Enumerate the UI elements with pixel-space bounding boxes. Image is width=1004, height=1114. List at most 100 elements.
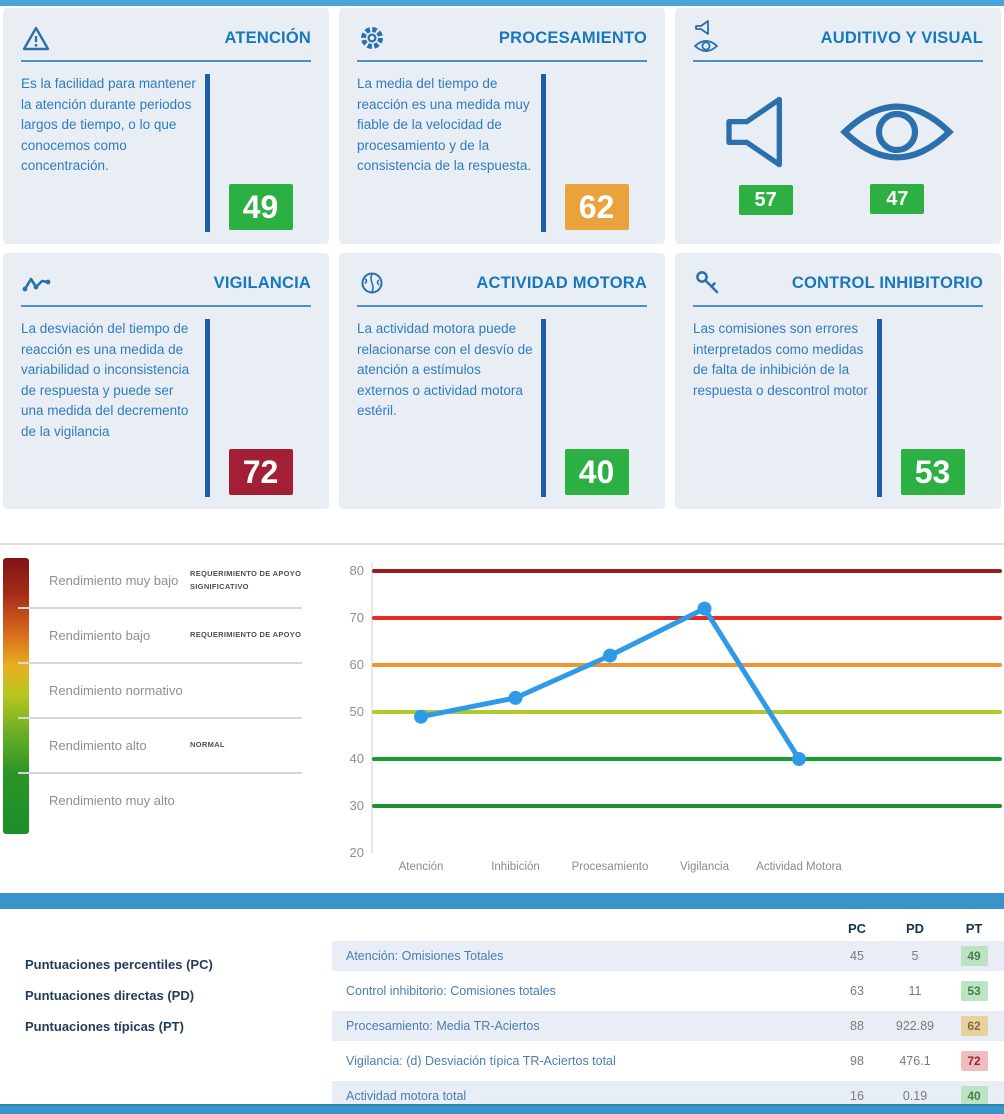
data-point-inhibición: [508, 690, 523, 705]
pt-badge: 49: [960, 946, 988, 966]
table-header-pt: PT: [965, 920, 983, 936]
y-tick-label: 60: [350, 657, 364, 672]
legend-label: Rendimiento bajo: [49, 628, 151, 643]
card-description: La actividad motora puede relacionarse c…: [357, 321, 533, 419]
legend-gradient-bar: [3, 558, 29, 834]
legend-directas: Puntuaciones directas (PD): [25, 988, 195, 1003]
legend-label: Rendimiento normativo: [49, 683, 183, 698]
pc-value: 45: [850, 949, 864, 963]
header-divider: [693, 305, 983, 307]
table-row: Control inhibitorio: Comisiones totales …: [332, 976, 1004, 1006]
table-header-pc: PC: [847, 920, 867, 936]
table-row: Vigilancia: (d) Desviación típica TR-Aci…: [332, 1046, 1004, 1076]
card-title: AUDITIVO Y VISUAL: [820, 28, 983, 47]
data-point-procesamiento: [603, 648, 617, 663]
pd-value: 476.1: [899, 1054, 931, 1068]
card-title: ATENCIÓN: [224, 28, 311, 47]
row-label: Control inhibitorio: Comisiones totales: [346, 984, 556, 998]
speaker-icon: [720, 95, 812, 169]
eye-icon: [838, 96, 956, 168]
y-tick-label: 20: [350, 845, 364, 860]
pc-value: 63: [850, 984, 864, 998]
y-tick-label: 80: [350, 563, 364, 578]
score-divider-bar: [877, 319, 882, 497]
score-divider-bar: [541, 319, 546, 497]
legend-row: Rendimiento muy bajo REQUERIMIENTO DE AP…: [18, 554, 302, 609]
card-description: Las comisiones son errores interpretados…: [693, 321, 868, 398]
legend-tipicas: Puntuaciones típicas (PT): [25, 1019, 184, 1034]
auditory-score-badge: 57: [738, 185, 793, 215]
score-divider-bar: [205, 74, 210, 232]
header-divider: [21, 305, 311, 307]
performance-line-chart: 20 30 40 50 60 70 80 Atención Inhibición Procesam…: [350, 563, 1002, 873]
section-bar: [0, 893, 1004, 909]
metric-cards-grid: ATENCIÓN Es la facilidad para mantener l…: [0, 8, 1004, 509]
header-divider: [21, 60, 311, 62]
pc-value: 88: [850, 1019, 864, 1033]
card-title: CONTROL INHIBITORIO: [791, 273, 983, 292]
warning-triangle-icon: [21, 23, 51, 53]
y-tick-label: 70: [350, 610, 364, 625]
card-description: Es la facilidad para mantener la atenció…: [21, 76, 196, 174]
card-description: La media del tiempo de reacción es una m…: [357, 76, 532, 174]
y-tick-label: 30: [350, 798, 364, 813]
legend-row: Rendimiento alto NORMAL: [18, 719, 302, 774]
score-badge: 40: [564, 449, 629, 495]
x-tick-label: Actividad Motora: [756, 861, 842, 873]
data-point-vigilancia: [697, 601, 712, 616]
legend-row: Rendimiento muy alto: [18, 774, 302, 827]
header-divider: [693, 60, 983, 62]
pc-value: 16: [850, 1089, 864, 1103]
pt-badge: 62: [960, 1016, 988, 1036]
data-line: [418, 606, 802, 762]
pulse-icon: [21, 269, 53, 297]
table-header-row: PC PD PT: [332, 915, 1004, 941]
pd-value: 0.19: [902, 1089, 928, 1103]
x-tick-label: Procesamiento: [572, 861, 649, 873]
data-point-actividad-motora: [792, 752, 806, 766]
score-badge: 62: [564, 184, 629, 230]
legend-label: Rendimiento alto: [49, 738, 147, 753]
key-icon: [693, 268, 723, 298]
legend-label: Rendimiento muy bajo: [49, 573, 179, 588]
legend-tag: REQUERIMIENTO DE APOYO SIGNIFICATIVO: [190, 568, 302, 591]
header-divider: [357, 60, 647, 62]
legend-label: Rendimiento muy alto: [49, 793, 175, 808]
speaker-eye-icon: [693, 20, 721, 56]
pc-value: 98: [850, 1054, 864, 1068]
scores-table-section: Puntuaciones percentiles (PC) Puntuacion…: [0, 909, 1004, 1111]
row-label: Atención: Omisiones Totales: [346, 949, 504, 963]
row-label: Vigilancia: (d) Desviación típica TR-Aci…: [346, 1054, 616, 1068]
section-divider: [0, 543, 1004, 545]
table-header-pd: PD: [905, 920, 925, 936]
table-row: Procesamiento: Media TR-Aciertos 88 922.…: [332, 1011, 1004, 1041]
y-tick-label: 40: [350, 751, 364, 766]
row-label: Procesamiento: Media TR-Aciertos: [346, 1019, 540, 1033]
scores-table: PC PD PT Atención: Omisiones Totales 45 …: [332, 909, 1004, 1111]
pd-value: 11: [908, 984, 922, 998]
score-badge: 49: [228, 184, 293, 230]
legend-tag: REQUERIMIENTO DE APOYO: [190, 630, 302, 640]
y-tick-label: 50: [350, 704, 364, 719]
score-badge: 53: [900, 449, 965, 495]
top-accent-bar: [0, 0, 1004, 6]
legend-tag: NORMAL: [190, 740, 225, 750]
pt-badge: 40: [960, 1086, 988, 1106]
visual-score-badge: 47: [870, 184, 925, 214]
card-description: La desviación del tiempo de reacción es …: [21, 321, 190, 439]
card-procesamiento: PROCESAMIENTO La media del tiempo de rea…: [339, 8, 665, 244]
card-control-inhibitorio: CONTROL INHIBITORIO Las comisiones son e…: [675, 253, 1001, 509]
header-divider: [357, 305, 647, 307]
score-badge: 72: [228, 449, 293, 495]
score-divider-bar: [205, 319, 210, 497]
card-vigilancia: VIGILANCIA La desviación del tiempo de r…: [3, 253, 329, 509]
legend-percentiles: Puntuaciones percentiles (PC): [25, 957, 213, 972]
score-divider-bar: [541, 74, 546, 232]
gear-icon: [357, 23, 387, 53]
performance-legend: Rendimiento muy bajo REQUERIMIENTO DE AP…: [0, 550, 332, 880]
legend-row: Rendimiento normativo: [18, 664, 302, 719]
card-title: ACTIVIDAD MOTORA: [476, 273, 647, 292]
pt-badge: 72: [960, 1051, 988, 1071]
card-atencion: ATENCIÓN Es la facilidad para mantener l…: [3, 8, 329, 244]
